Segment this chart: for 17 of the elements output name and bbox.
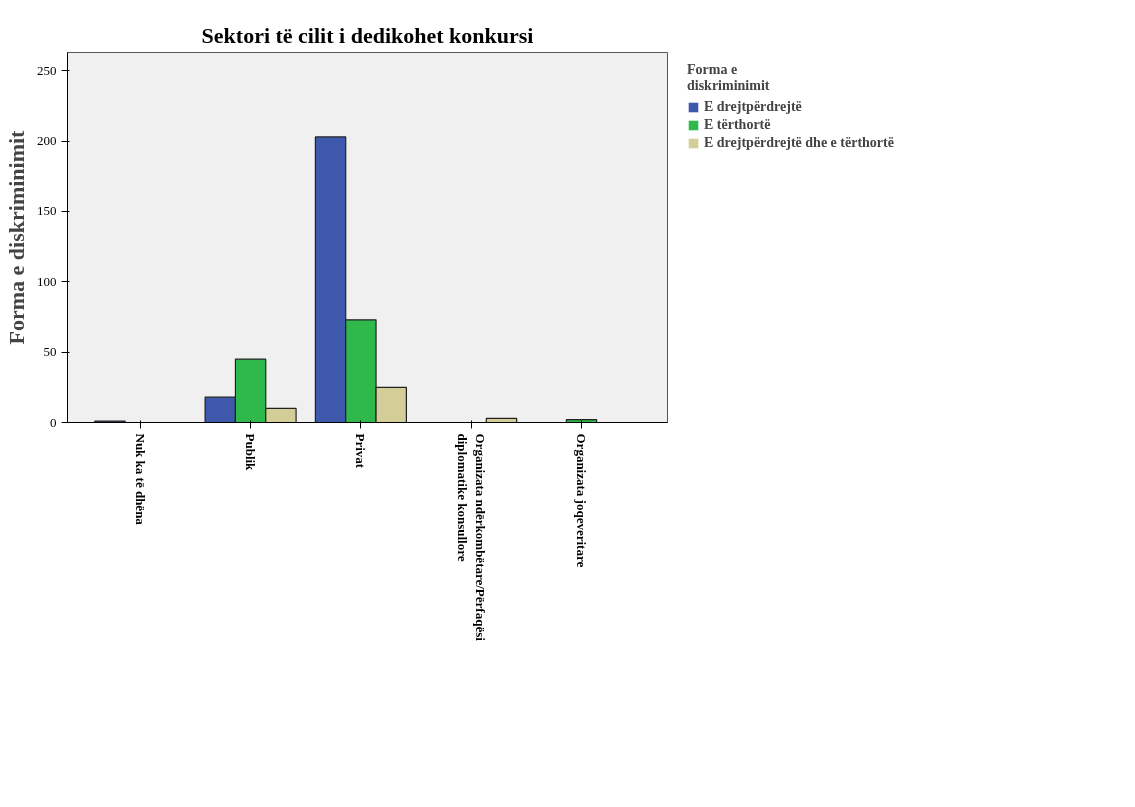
x-tick-label: Organizata joqeveritare — [573, 433, 589, 568]
y-tick-label: 250 — [37, 62, 57, 78]
x-tick-label: Publik — [243, 433, 259, 472]
y-tick-label: 150 — [37, 203, 57, 219]
y-tick-label: 50 — [43, 344, 57, 360]
y-axis-title: Forma e diskriminimit — [687, 62, 771, 94]
chart-title: Sektori të cilit i dedikohet konkursi — [201, 22, 534, 48]
y-tick-label: 100 — [37, 273, 57, 289]
legend-label: E drejtpërdrejtë dhe e tërthortë — [704, 135, 894, 151]
y-tick-label: 0 — [50, 414, 57, 430]
y-tick-label: 200 — [37, 133, 57, 149]
x-tick-label: Nuk ka të dhëna — [132, 433, 148, 526]
x-tick-label: Privat — [353, 433, 369, 469]
legend-label: E drejtpërdrejtë — [704, 99, 802, 115]
x-tick-label: Organizata ndërkombëtare/Përfaqësi diplomatike konsullore — [454, 433, 488, 642]
legend-title: Forma e diskriminimit — [4, 129, 29, 345]
legend-label: E tërthortë — [704, 117, 771, 133]
